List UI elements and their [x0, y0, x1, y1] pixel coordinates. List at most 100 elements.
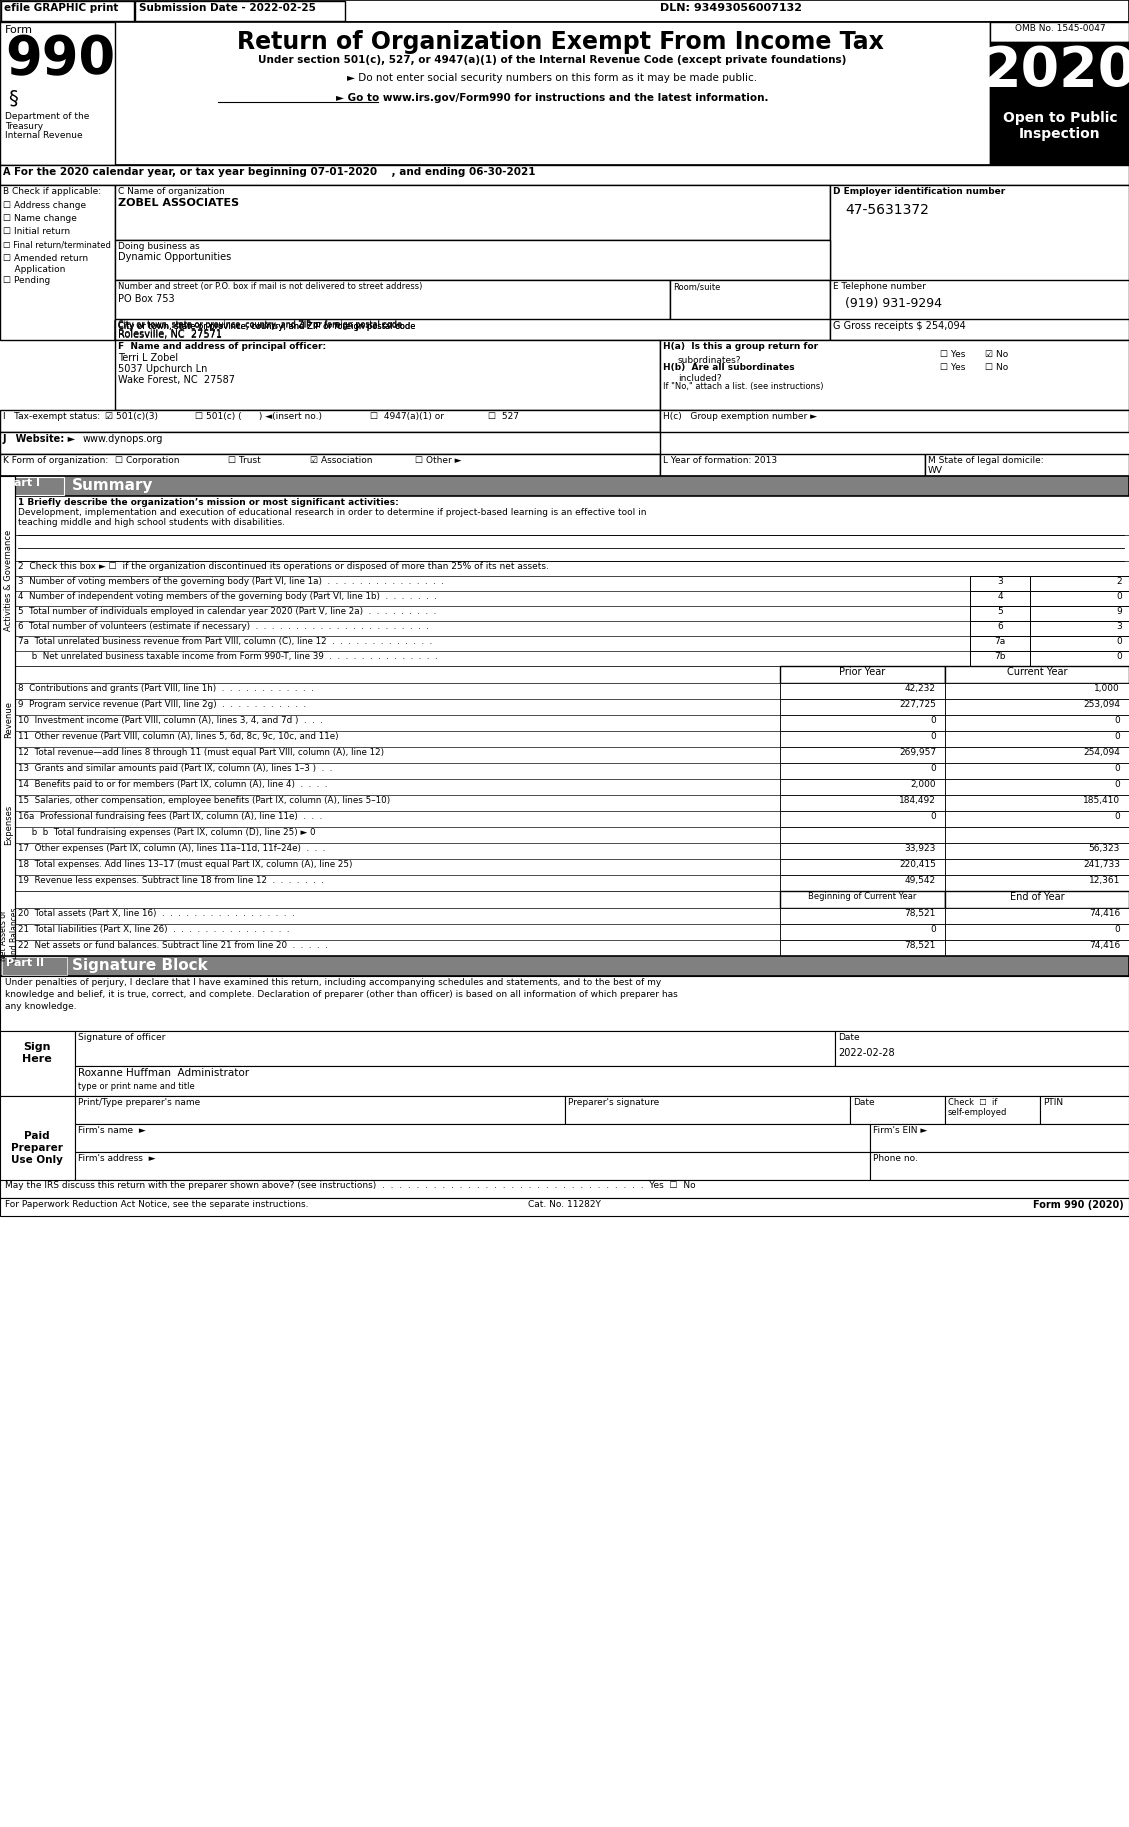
Bar [75, 1030, 835, 1065]
Bar [780, 908, 945, 924]
Text: ☐ Yes: ☐ Yes [940, 351, 965, 358]
Text: 0: 0 [1117, 638, 1122, 647]
Bar [780, 731, 945, 747]
Text: 7b: 7b [995, 652, 1006, 661]
Text: H(c)   Group exemption number ►: H(c) Group exemption number ► [663, 413, 817, 420]
Bar [75, 1096, 564, 1124]
Text: D Employer identification number: D Employer identification number [833, 186, 1005, 195]
Text: ☑ 501(c)(3): ☑ 501(c)(3) [105, 413, 158, 420]
Bar [945, 924, 1129, 941]
Bar [0, 1030, 75, 1096]
Text: Doing business as: Doing business as [119, 241, 200, 250]
Text: 14  Benefits paid to or for members (Part IX, column (A), line 4)  .  .  .  .: 14 Benefits paid to or for members (Part… [18, 780, 327, 789]
Bar [945, 892, 1129, 908]
Bar [115, 320, 830, 340]
Text: Part II: Part II [6, 957, 44, 968]
Text: 6: 6 [997, 621, 1003, 630]
Bar [945, 714, 1129, 731]
Bar [660, 453, 925, 477]
Text: 1 Briefly describe the organization’s mission or most significant activities:: 1 Briefly describe the organization’s mi… [18, 499, 399, 508]
Bar [135, 2, 345, 20]
Bar [0, 409, 660, 431]
Text: Summary: Summary [72, 479, 154, 493]
Bar [15, 561, 1129, 576]
Text: Internal Revenue: Internal Revenue [5, 132, 82, 141]
Text: K Form of organization:: K Form of organization: [3, 457, 108, 466]
Bar [945, 764, 1129, 778]
Text: Form: Form [5, 26, 33, 35]
Text: Date: Date [838, 1032, 859, 1041]
Bar [970, 590, 1030, 607]
Bar [15, 590, 970, 607]
Text: 2022-02-28: 2022-02-28 [838, 1049, 894, 1058]
Bar [75, 1124, 870, 1153]
Text: End of Year: End of Year [1009, 892, 1065, 903]
Bar [945, 731, 1129, 747]
Text: 0: 0 [930, 924, 936, 934]
Bar [0, 477, 15, 956]
Text: If "No," attach a list. (see instructions): If "No," attach a list. (see instruction… [663, 382, 823, 391]
Text: 253,094: 253,094 [1083, 700, 1120, 709]
Bar [780, 700, 945, 714]
Text: 0: 0 [930, 733, 936, 742]
Text: Submission Date - 2022-02-25: Submission Date - 2022-02-25 [139, 4, 316, 13]
Bar [945, 683, 1129, 700]
Text: A: A [3, 166, 10, 177]
Text: efile GRAPHIC print: efile GRAPHIC print [5, 4, 119, 13]
Text: ☐ Initial return: ☐ Initial return [3, 227, 70, 236]
Text: City or town, state or province, country, and ZIP or foreign postal code: City or town, state or province, country… [119, 320, 402, 329]
Bar [115, 280, 669, 320]
Bar [830, 185, 1129, 340]
Bar [2, 477, 64, 495]
Bar [780, 941, 945, 956]
Bar [2, 957, 67, 976]
Text: type or print name and title: type or print name and title [78, 1082, 194, 1091]
Bar [0, 956, 1129, 976]
Text: M State of legal domicile:: M State of legal domicile: [928, 457, 1043, 466]
Text: ☐ Yes: ☐ Yes [940, 364, 965, 373]
Bar [15, 747, 780, 764]
Bar [830, 280, 1129, 340]
Bar [945, 747, 1129, 764]
Bar [115, 320, 830, 340]
Bar [15, 842, 780, 859]
Text: 4  Number of independent voting members of the governing body (Part VI, line 1b): 4 Number of independent voting members o… [18, 592, 437, 601]
Text: Firm's name  ►: Firm's name ► [78, 1125, 146, 1135]
Text: 7a: 7a [995, 638, 1006, 647]
Bar [0, 22, 1129, 164]
Text: 15  Salaries, other compensation, employee benefits (Part IX, column (A), lines : 15 Salaries, other compensation, employe… [18, 797, 391, 806]
Bar [115, 320, 830, 340]
Text: 5  Total number of individuals employed in calendar year 2020 (Part V, line 2a) : 5 Total number of individuals employed i… [18, 607, 436, 616]
Text: 184,492: 184,492 [899, 797, 936, 806]
Bar [780, 924, 945, 941]
Text: Rolesville, NC  27571: Rolesville, NC 27571 [119, 331, 222, 340]
Bar [1030, 607, 1129, 621]
Text: Under section 501(c), 527, or 4947(a)(1) of the Internal Revenue Code (except pr: Under section 501(c), 527, or 4947(a)(1)… [257, 55, 847, 66]
Bar [0, 22, 115, 164]
Bar [15, 700, 780, 714]
Text: 0: 0 [1117, 592, 1122, 601]
Text: 8  Contributions and grants (Part VIII, line 1h)  .  .  .  .  .  .  .  .  .  .  : 8 Contributions and grants (Part VIII, l… [18, 683, 314, 692]
Text: Current Year: Current Year [1007, 667, 1067, 678]
Text: 20  Total assets (Part X, line 16)  .  .  .  .  .  .  .  .  .  .  .  .  .  .  . : 20 Total assets (Part X, line 16) . . . … [18, 910, 295, 917]
Text: 0: 0 [1114, 811, 1120, 820]
Text: any knowledge.: any knowledge. [5, 1001, 77, 1010]
Bar [75, 1153, 870, 1180]
Bar [945, 700, 1129, 714]
Bar [15, 667, 780, 683]
Text: Application: Application [3, 265, 65, 274]
Text: 11  Other revenue (Part VIII, column (A), lines 5, 6d, 8c, 9c, 10c, and 11e): 11 Other revenue (Part VIII, column (A),… [18, 733, 339, 742]
Bar [115, 320, 830, 340]
Bar [1030, 636, 1129, 650]
Bar [945, 811, 1129, 828]
Bar [945, 908, 1129, 924]
Bar [115, 320, 830, 340]
Bar [780, 859, 945, 875]
Bar [15, 908, 780, 924]
Text: 990: 990 [5, 33, 115, 86]
Text: 0: 0 [1114, 733, 1120, 742]
Text: Firm's address  ►: Firm's address ► [78, 1155, 156, 1164]
Text: Part I: Part I [6, 479, 40, 488]
Text: ☐ Name change: ☐ Name change [3, 214, 77, 223]
Text: E Telephone number: E Telephone number [833, 281, 926, 290]
